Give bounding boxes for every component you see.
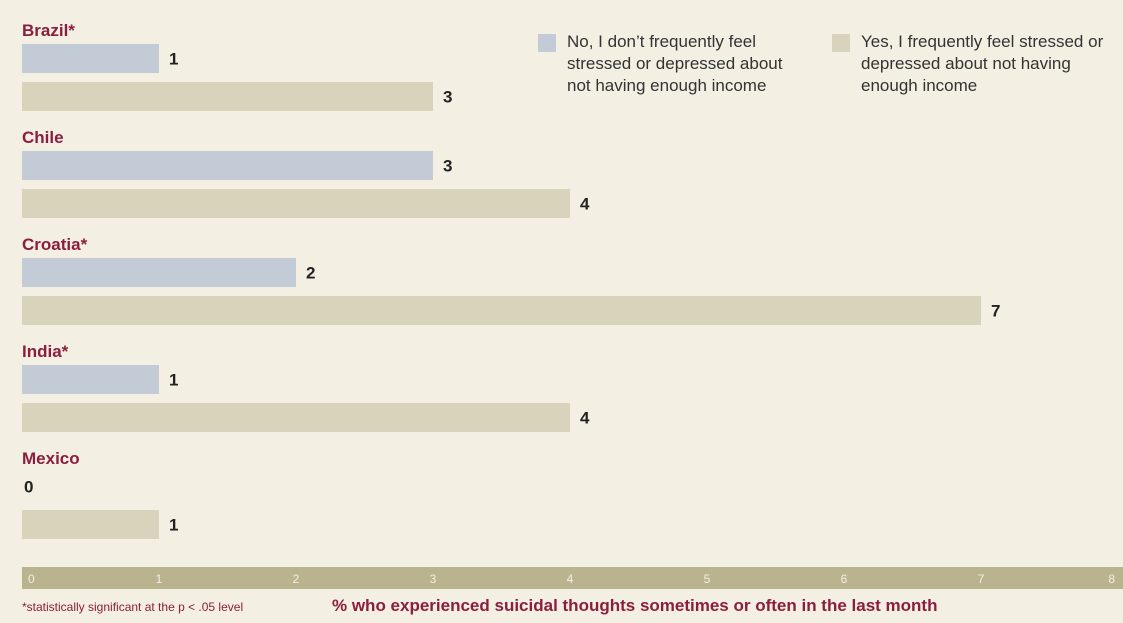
data-label: 1 (169, 50, 178, 69)
bar-no (22, 44, 159, 73)
bar-no (22, 258, 296, 287)
x-tick-label: 2 (293, 572, 300, 586)
country-label: Chile (22, 128, 64, 147)
footnote: *statistically significant at the p < .0… (22, 600, 244, 614)
data-label: 4 (580, 409, 590, 428)
legend-label-yes: Yes, I frequently feel stressed or depre… (861, 32, 1104, 95)
data-label: 2 (306, 264, 315, 283)
country-label: Brazil* (22, 21, 75, 40)
data-label: 0 (24, 478, 33, 497)
bar-yes (22, 189, 570, 218)
country-label: Mexico (22, 449, 80, 468)
data-label: 7 (991, 302, 1000, 321)
x-tick-label: 8 (1108, 572, 1115, 586)
bar-yes (22, 296, 981, 325)
x-tick-label: 3 (430, 572, 437, 586)
x-axis-band (22, 567, 1123, 589)
x-tick-label: 4 (567, 572, 574, 586)
country-label: India* (22, 342, 69, 361)
bar-yes (22, 82, 433, 111)
x-axis-label: % who experienced suicidal thoughts some… (332, 596, 938, 615)
legend-swatch-no (538, 34, 556, 52)
bar-no (22, 151, 433, 180)
data-label: 1 (169, 516, 178, 535)
data-label: 3 (443, 88, 452, 107)
legend-label-no: No, I don’t frequently feel stressed or … (567, 32, 783, 95)
bar-yes (22, 403, 570, 432)
x-tick-label: 1 (156, 572, 163, 586)
data-label: 1 (169, 371, 178, 390)
legend-swatch-yes (832, 34, 850, 52)
data-label: 3 (443, 157, 452, 176)
bar-yes (22, 510, 159, 539)
x-tick-label: 5 (704, 572, 711, 586)
country-label: Croatia* (22, 235, 88, 254)
x-tick-label: 0 (28, 572, 35, 586)
x-tick-label: 7 (978, 572, 985, 586)
data-label: 4 (580, 195, 590, 214)
bar-no (22, 365, 159, 394)
x-tick-label: 6 (841, 572, 848, 586)
